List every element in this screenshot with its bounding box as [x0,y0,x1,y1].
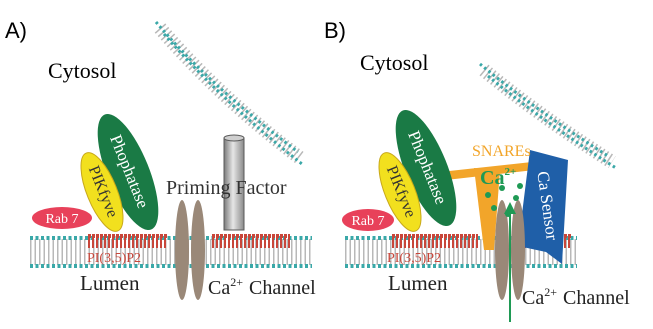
panel-a-letter: A) [5,18,27,43]
panel-b-letter: B) [324,18,346,43]
panel-b: B) Cytosol Ca Sensor Phopha [324,18,630,322]
panel-b-snares-label: SNAREs [472,143,531,160]
panel-b-influx-arrow [504,202,516,322]
panel-b-lumen-label: Lumen [388,271,448,295]
panel-a-phosphatase [97,113,159,231]
panel-b-ca-sensor [518,150,568,264]
panel-b-pikfyve [378,152,422,232]
panel-b-rab7-label: Rab 7 [351,214,384,229]
panel-b-pip2-label: PI(3,5)P2 [387,251,441,266]
panel-a-curved-membrane [154,21,305,166]
panel-a-ca-channel [175,200,205,300]
panel-b-snares [440,160,552,250]
panel-b-phosphatase [395,109,457,227]
panel-a-channel-caption: Ca2+ Channel [208,275,316,299]
panel-a: A) Cytosol Phophatase [5,18,316,300]
panel-a-lower-membrane [30,234,312,268]
panel-b-cytosol-label: Cytosol [360,50,428,75]
panel-b-ca-channel [495,200,525,300]
panel-a-priming-factor [223,134,245,231]
panel-a-lumen-label: Lumen [80,271,140,295]
panel-b-curved-membrane [479,62,617,170]
panel-a-priming-label: Priming Factor [166,177,287,199]
panel-a-pip2-label: PI(3,5)P2 [87,251,141,266]
panel-a-pikfyve [80,152,124,232]
panel-a-rab7-label: Rab 7 [45,212,78,227]
panel-b-channel-caption: Ca2+ Channel [522,285,630,309]
panel-a-cytosol-label: Cytosol [48,58,116,83]
panel-a-rab7 [32,207,92,229]
panel-b-rab7 [342,209,394,231]
panel-b-ca-ions [485,183,523,217]
panel-b-ca-ion-label: Ca2+ [480,166,516,189]
